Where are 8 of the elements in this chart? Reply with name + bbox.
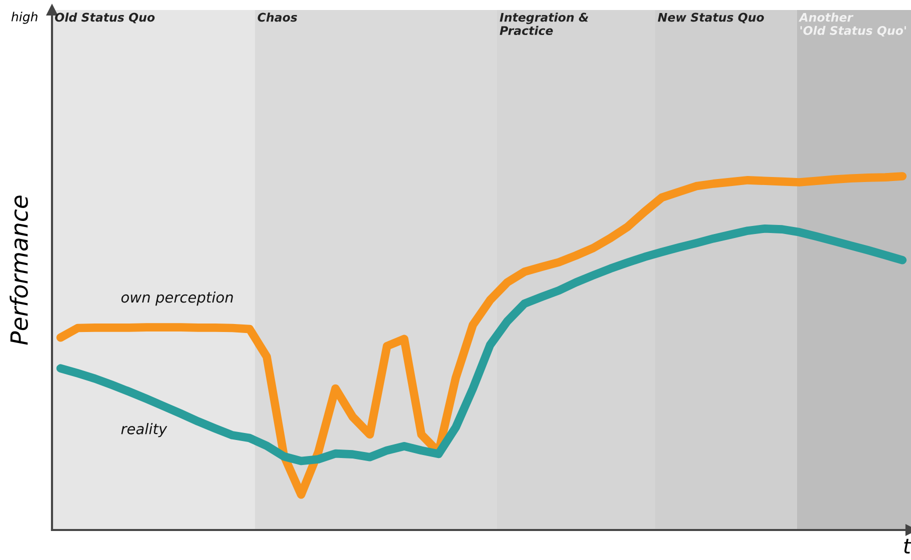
text: New Status Quo (658, 12, 764, 24)
text: Integration & Practice (500, 12, 588, 36)
y-axis-title: Performance (10, 196, 28, 345)
text: Old Status Quo (55, 12, 155, 24)
text: Chaos (258, 12, 298, 22)
text: high (11, 12, 38, 24)
series-label: own perception (121, 291, 233, 306)
series-label: reality (121, 423, 168, 438)
